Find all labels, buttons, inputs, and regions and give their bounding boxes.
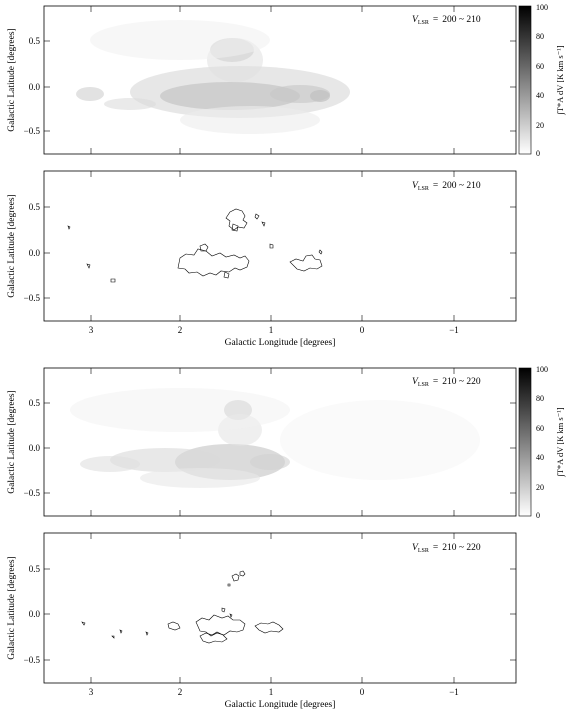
- colorbar-tick-label: 40: [536, 91, 544, 100]
- y-axis-label: Galactic Latitude [degrees]: [7, 194, 17, 297]
- x-tick-label: −1: [449, 325, 459, 335]
- colorbar-gradient: [518, 5, 532, 155]
- plot-frame: [43, 5, 517, 155]
- colorbar-label: ∫T*A dV [K km s⁻¹]: [555, 407, 566, 477]
- x-tick-labels: 3 2 1 0 −1: [89, 325, 459, 335]
- colorbar-label: ∫T*A dV [K km s⁻¹]: [555, 45, 566, 115]
- axis-ticks: [44, 171, 516, 321]
- x-axis-label: Galactic Longitude [degrees]: [225, 700, 336, 710]
- velocity-label: VLSR = 200 ~ 210: [412, 181, 481, 192]
- axis-ticks: [44, 6, 516, 154]
- y-tick-labels: 0.5 0.0 −0.5: [24, 564, 41, 665]
- y-tick-labels: 0.5 0.0 −0.5: [24, 36, 41, 136]
- y-tick-label: 0.0: [29, 609, 41, 619]
- emission-map: [76, 20, 350, 134]
- x-tick-label: 2: [178, 687, 183, 697]
- axis-ticks: [44, 368, 516, 516]
- axis-ticks: [44, 533, 516, 683]
- y-tick-label: 0.0: [29, 248, 41, 258]
- x-tick-label: 1: [269, 325, 274, 335]
- x-tick-label: 3: [89, 325, 94, 335]
- colorbar-tick-label: 20: [536, 121, 544, 130]
- emission-map: [70, 388, 480, 488]
- colorbar: 100 80 60 40 20 0 ∫T*A dV [K km s⁻¹]: [518, 3, 566, 158]
- contour-map: [67, 208, 323, 283]
- y-tick-labels: 0.5 0.0 −0.5: [24, 398, 41, 498]
- y-axis-label: Galactic Latitude [degrees]: [7, 390, 17, 493]
- x-axis-label: Galactic Longitude [degrees]: [225, 338, 336, 348]
- colorbar-tick-label: 40: [536, 453, 544, 462]
- y-tick-label: 0.0: [29, 443, 41, 453]
- x-tick-label: 3: [89, 687, 94, 697]
- y-tick-label: −0.5: [24, 488, 41, 498]
- panel-contour-210-220: 0.5 0.0 −0.5 3 2 1 0 −1 Galactic Longitu…: [7, 532, 517, 710]
- velocity-label: VLSR = 210 ~ 220: [412, 543, 481, 554]
- velocity-label: VLSR = 200 ~ 210: [412, 15, 481, 26]
- panel-contour-200-210: 0.5 0.0 −0.5 3 2 1 0 −1 Galactic Longitu…: [7, 170, 517, 348]
- y-tick-label: 0.5: [29, 398, 41, 408]
- plot-frame: [43, 532, 517, 684]
- colorbar-tick-label: 100: [536, 3, 548, 12]
- x-tick-label: −1: [449, 687, 459, 697]
- x-tick-label: 0: [360, 687, 365, 697]
- panel-emission-200-210: 0.5 0.0 −0.5 Galactic Latitude [degrees]…: [7, 3, 566, 158]
- y-tick-label: 0.5: [29, 202, 41, 212]
- colorbar-tick-label: 60: [536, 62, 544, 71]
- y-tick-labels: 0.5 0.0 −0.5: [24, 202, 41, 303]
- y-axis-label: Galactic Latitude [degrees]: [7, 556, 17, 659]
- contour-map: [81, 570, 284, 644]
- y-axis-label: Galactic Latitude [degrees]: [7, 28, 17, 131]
- colorbar-tick-label: 80: [536, 32, 544, 41]
- colorbar-tick-label: 100: [536, 365, 548, 374]
- x-tick-label: 2: [178, 325, 183, 335]
- colorbar: 100 80 60 40 20 0 ∫T*A dV [K km s⁻¹]: [518, 365, 566, 520]
- y-tick-label: 0.5: [29, 564, 41, 574]
- colorbar-tick-label: 60: [536, 424, 544, 433]
- colorbar-gradient: [518, 367, 532, 517]
- colorbar-tick-label: 80: [536, 394, 544, 403]
- plot-frame: [43, 367, 517, 517]
- x-tick-labels: 3 2 1 0 −1: [89, 687, 459, 697]
- plot-frame: [43, 170, 517, 322]
- y-tick-label: −0.5: [24, 126, 41, 136]
- colorbar-tick-label: 20: [536, 483, 544, 492]
- x-tick-label: 0: [360, 325, 365, 335]
- y-tick-label: 0.0: [29, 82, 41, 92]
- y-tick-label: 0.5: [29, 36, 41, 46]
- velocity-label: VLSR = 210 ~ 220: [412, 377, 481, 388]
- colorbar-tick-label: 0: [536, 511, 540, 520]
- y-tick-label: −0.5: [24, 655, 41, 665]
- panel-emission-210-220: 0.5 0.0 −0.5 Galactic Latitude [degrees]…: [7, 365, 566, 520]
- y-tick-label: −0.5: [24, 293, 41, 303]
- x-tick-label: 1: [269, 687, 274, 697]
- colorbar-tick-label: 0: [536, 149, 540, 158]
